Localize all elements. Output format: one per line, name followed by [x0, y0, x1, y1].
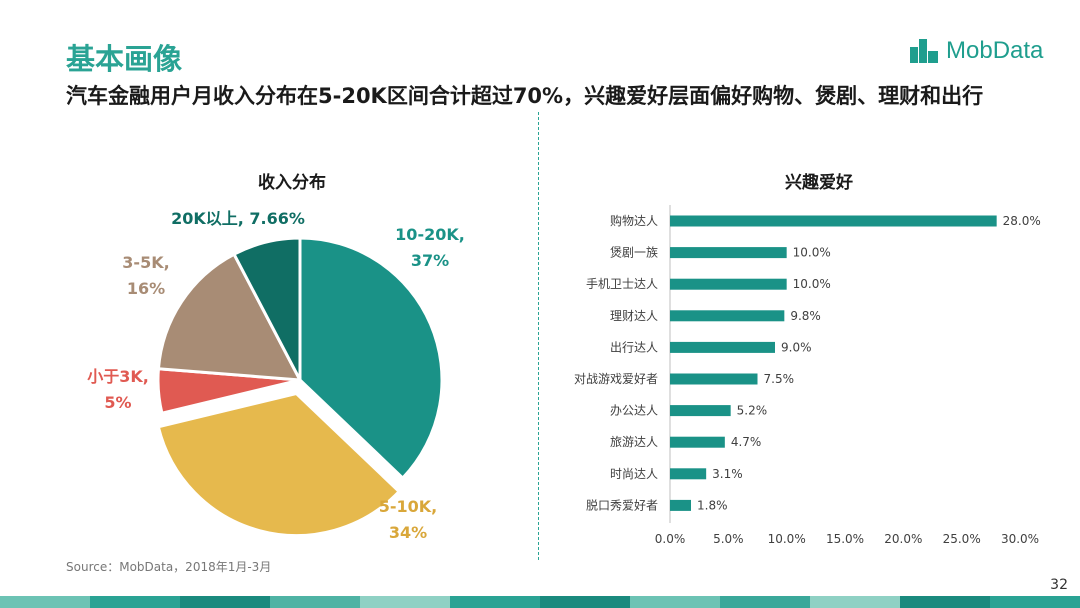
pie-label-4: 20K以上, 7.66% [171, 209, 305, 228]
page-number: 32 [1050, 577, 1068, 593]
bar-8 [670, 468, 707, 480]
bar-category-label: 对战游戏爱好者 [574, 372, 658, 386]
bar-category-label: 脱口秀爱好者 [586, 497, 658, 512]
footer-band-segment [90, 596, 180, 608]
x-tick-label: 20.0% [884, 532, 922, 546]
bar-category-label: 出行达人 [610, 340, 658, 354]
footer-band-segment [720, 596, 810, 608]
bar-value-label: 1.8% [697, 498, 728, 512]
x-tick-label: 15.0% [826, 532, 864, 546]
footer-band-segment [360, 596, 450, 608]
bar-category-label: 手机卫士达人 [586, 277, 658, 291]
bar-2 [670, 278, 787, 290]
pie-slice-3 [156, 252, 303, 382]
page-title: 基本画像 [66, 42, 183, 76]
bar-category-label: 旅游达人 [610, 435, 658, 449]
x-tick-label: 30.0% [1001, 532, 1039, 546]
x-tick-label: 5.0% [713, 532, 744, 546]
pie-label-0: 10-20K, 37% [395, 225, 465, 270]
pie-label-3: 3-5K, 16% [122, 253, 169, 298]
bar-value-label: 7.5% [764, 372, 795, 386]
source-note: Source：MobData，2018年1月-3月 [66, 560, 272, 574]
pie-chart-title: 收入分布 [258, 173, 326, 193]
bar-chart-title: 兴趣爱好 [785, 173, 853, 193]
bar-3 [670, 310, 785, 322]
bar-category-label: 煲剧一族 [610, 245, 658, 260]
bar-value-label: 10.0% [793, 246, 831, 260]
bar-0 [670, 215, 997, 227]
bar-1 [670, 247, 787, 259]
bar-value-label: 3.1% [712, 467, 743, 481]
pie-slice-1 [156, 391, 402, 537]
bar-value-label: 9.8% [790, 309, 821, 323]
interest-bar-chart: 购物达人 28.0% 煲剧一族 10.0% 手机卫士达人 10.0% 理财达人 9.8% 出行达… [574, 205, 1041, 546]
section-divider [538, 112, 539, 560]
pie-label-1: 5-10K, 34% [379, 497, 438, 542]
bar-category-label: 时尚达人 [610, 467, 658, 481]
bar-4 [670, 341, 775, 353]
x-tick-label: 0.0% [655, 532, 686, 546]
bar-category-label: 购物达人 [610, 213, 658, 228]
x-tick-label: 10.0% [768, 532, 806, 546]
logo: MobData [908, 36, 1043, 66]
footer-band [0, 596, 1080, 608]
pie-label-2: 小于3K, 5% [87, 367, 149, 412]
bar-value-label: 5.2% [737, 404, 768, 418]
footer-band-segment [900, 596, 990, 608]
footer-band-segment [540, 596, 630, 608]
footer-band-segment [990, 596, 1080, 608]
income-pie-chart: 10-20K, 37% 5-10K, 34% 小于3K, 5% 3-5K, 16% 20K以上,… [87, 209, 465, 542]
logo-text: MobData [946, 37, 1044, 64]
footer-band-segment [450, 596, 540, 608]
bar-category-label: 理财达人 [610, 309, 658, 323]
footer-band-segment [630, 596, 720, 608]
footer-band-segment [180, 596, 270, 608]
bar-value-label: 28.0% [1003, 214, 1041, 228]
page-subtitle: 汽车金融用户月收入分布在5-20K区间合计超过70%，兴趣爱好层面偏好购物、煲剧… [66, 84, 984, 108]
x-tick-label: 25.0% [943, 532, 981, 546]
bar-6 [670, 405, 731, 417]
footer-band-segment [0, 596, 90, 608]
bar-9 [670, 499, 691, 511]
bar-7 [670, 436, 725, 448]
bar-value-label: 4.7% [731, 435, 762, 449]
bar-value-label: 9.0% [781, 340, 812, 354]
pie-slice-4 [232, 236, 302, 381]
pie-slice-0 [298, 236, 444, 481]
bar-value-label: 10.0% [793, 277, 831, 291]
footer-band-segment [270, 596, 360, 608]
bar-blocks-icon [910, 39, 938, 63]
footer-band-segment [810, 596, 900, 608]
bar-category-label: 办公达人 [610, 403, 658, 418]
bar-5 [670, 373, 758, 385]
